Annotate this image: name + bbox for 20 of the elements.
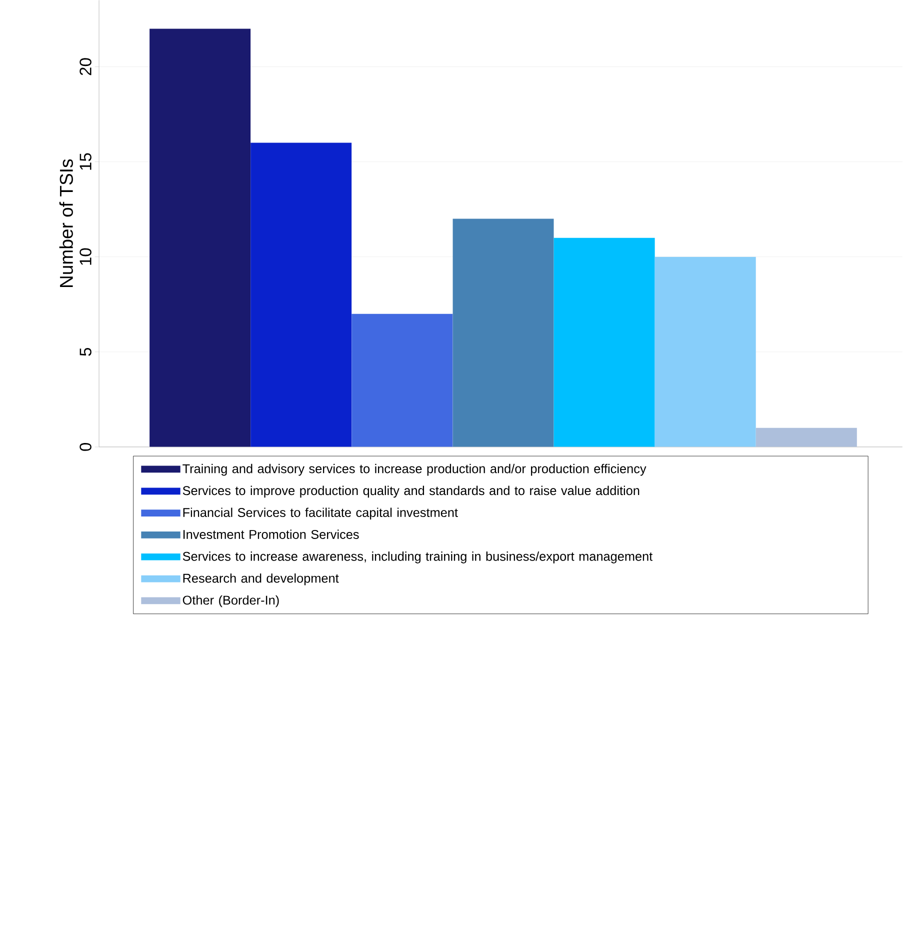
- bar: [452, 218, 554, 447]
- y-axis-title: Number of TSIs: [59, 159, 73, 287]
- y-tick-label: 20: [80, 58, 92, 76]
- y-tick-label: 5: [80, 348, 92, 356]
- bar: [756, 428, 857, 447]
- legend-label: Services to improve production quality and standards and to raise value addition: [182, 486, 640, 498]
- bar: [554, 238, 655, 447]
- legend-label: Investment Promotion Services: [183, 530, 359, 539]
- legend-label: Training and advisory services to increase production and/or production efficiency: [182, 464, 646, 476]
- bar: [654, 256, 756, 447]
- bar: [149, 28, 251, 447]
- y-tick-label: 10: [80, 248, 92, 265]
- legend-label: Other (Border-In): [182, 595, 279, 608]
- bar: [250, 142, 352, 447]
- legend-label: Services to increase awareness, including training in business/export management: [182, 552, 652, 564]
- legend-label: Financial Services to facilitate capital investment: [183, 508, 458, 520]
- y-tick-label: 0: [80, 442, 92, 451]
- bar: [352, 314, 453, 447]
- legend-label: Research and development: [183, 573, 339, 586]
- y-tick-label: 15: [80, 153, 92, 170]
